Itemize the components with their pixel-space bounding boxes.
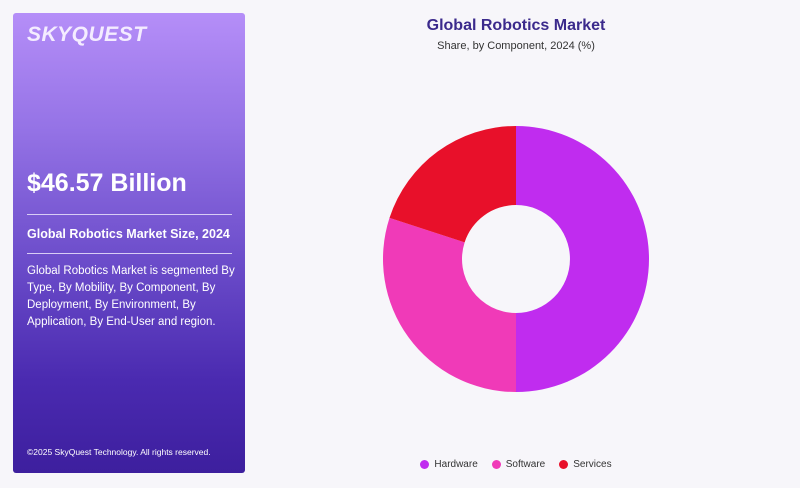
legend-item-hardware: Hardware	[420, 459, 478, 470]
legend-item-software: Software	[491, 459, 546, 470]
chart-subtitle: Share, by Component, 2024 (%)	[437, 40, 595, 52]
legend-swatch	[491, 460, 501, 469]
divider	[27, 253, 232, 254]
skyquest-logo: SKYQUEST	[27, 23, 147, 46]
legend-label: Software	[505, 459, 546, 470]
market-size-label: Global Robotics Market Size, 2024	[27, 227, 230, 241]
legend-swatch	[559, 460, 569, 469]
segmentation-description: Global Robotics Market is segmented By T…	[27, 265, 235, 328]
summary-panel: SKYQUEST $46.57 Billion Global Robotics …	[13, 13, 245, 473]
slice-software	[382, 217, 516, 392]
slice-hardware	[516, 126, 649, 392]
chart-legend: Hardware Software Services	[0, 459, 800, 470]
legend-item-services: Services	[559, 459, 612, 470]
copyright: ©2025 SkyQuest Technology. All rights re…	[27, 447, 211, 457]
legend-label: Hardware	[434, 459, 478, 470]
market-size-value: $46.57 Billion	[27, 169, 187, 197]
legend-label: Services	[573, 459, 612, 470]
divider	[27, 214, 232, 215]
slice-services	[389, 126, 516, 243]
chart-title: Global Robotics Market	[426, 17, 606, 34]
legend-swatch	[420, 460, 430, 469]
